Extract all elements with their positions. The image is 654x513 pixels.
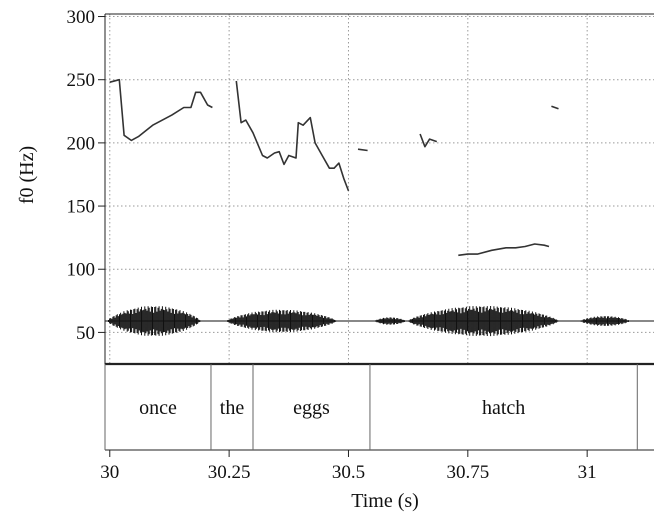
word-tier: once the eggs hatch: [104, 364, 638, 450]
waveform-burst: [108, 306, 201, 336]
waveform-burst: [580, 316, 630, 326]
x-tick-label: 30.75: [446, 462, 489, 483]
word-label: eggs: [293, 397, 330, 419]
grid-lines: [105, 14, 654, 364]
pitch-segment: [551, 105, 559, 110]
pitch-segment: [235, 80, 350, 192]
word-label: the: [220, 397, 245, 419]
plot-frame: [104, 13, 654, 451]
waveform: [105, 306, 654, 337]
pitch-segment: [458, 243, 550, 257]
y-tick-label: 150: [67, 197, 96, 218]
y-tick-label: 300: [67, 7, 96, 28]
word-label: hatch: [482, 397, 525, 419]
x-tick-label: 30.25: [208, 462, 251, 483]
pitch-segment: [109, 78, 213, 142]
word-label: once: [139, 397, 177, 419]
waveform-burst: [375, 317, 406, 325]
x-tick-label: 30: [100, 462, 119, 483]
y-tick-label: 50: [76, 323, 95, 344]
waveform-burst: [227, 309, 337, 333]
pitch-segment: [419, 133, 438, 148]
pitch-track: [109, 78, 559, 257]
y-axis: 50 100 150 200 250 300: [67, 7, 105, 344]
x-tick-label: 30.5: [332, 462, 365, 483]
y-tick-label: 200: [67, 133, 96, 154]
x-axis-label: Time (s): [351, 490, 419, 512]
y-axis-label: f0 (Hz): [16, 146, 38, 204]
x-axis: 30 30.25 30.5 30.75 31: [100, 450, 597, 483]
waveform-burst: [408, 306, 559, 337]
x-tick-label: 31: [578, 462, 597, 483]
y-tick-label: 250: [67, 70, 96, 91]
y-tick-label: 100: [67, 260, 96, 281]
pitch-segment: [357, 148, 368, 152]
